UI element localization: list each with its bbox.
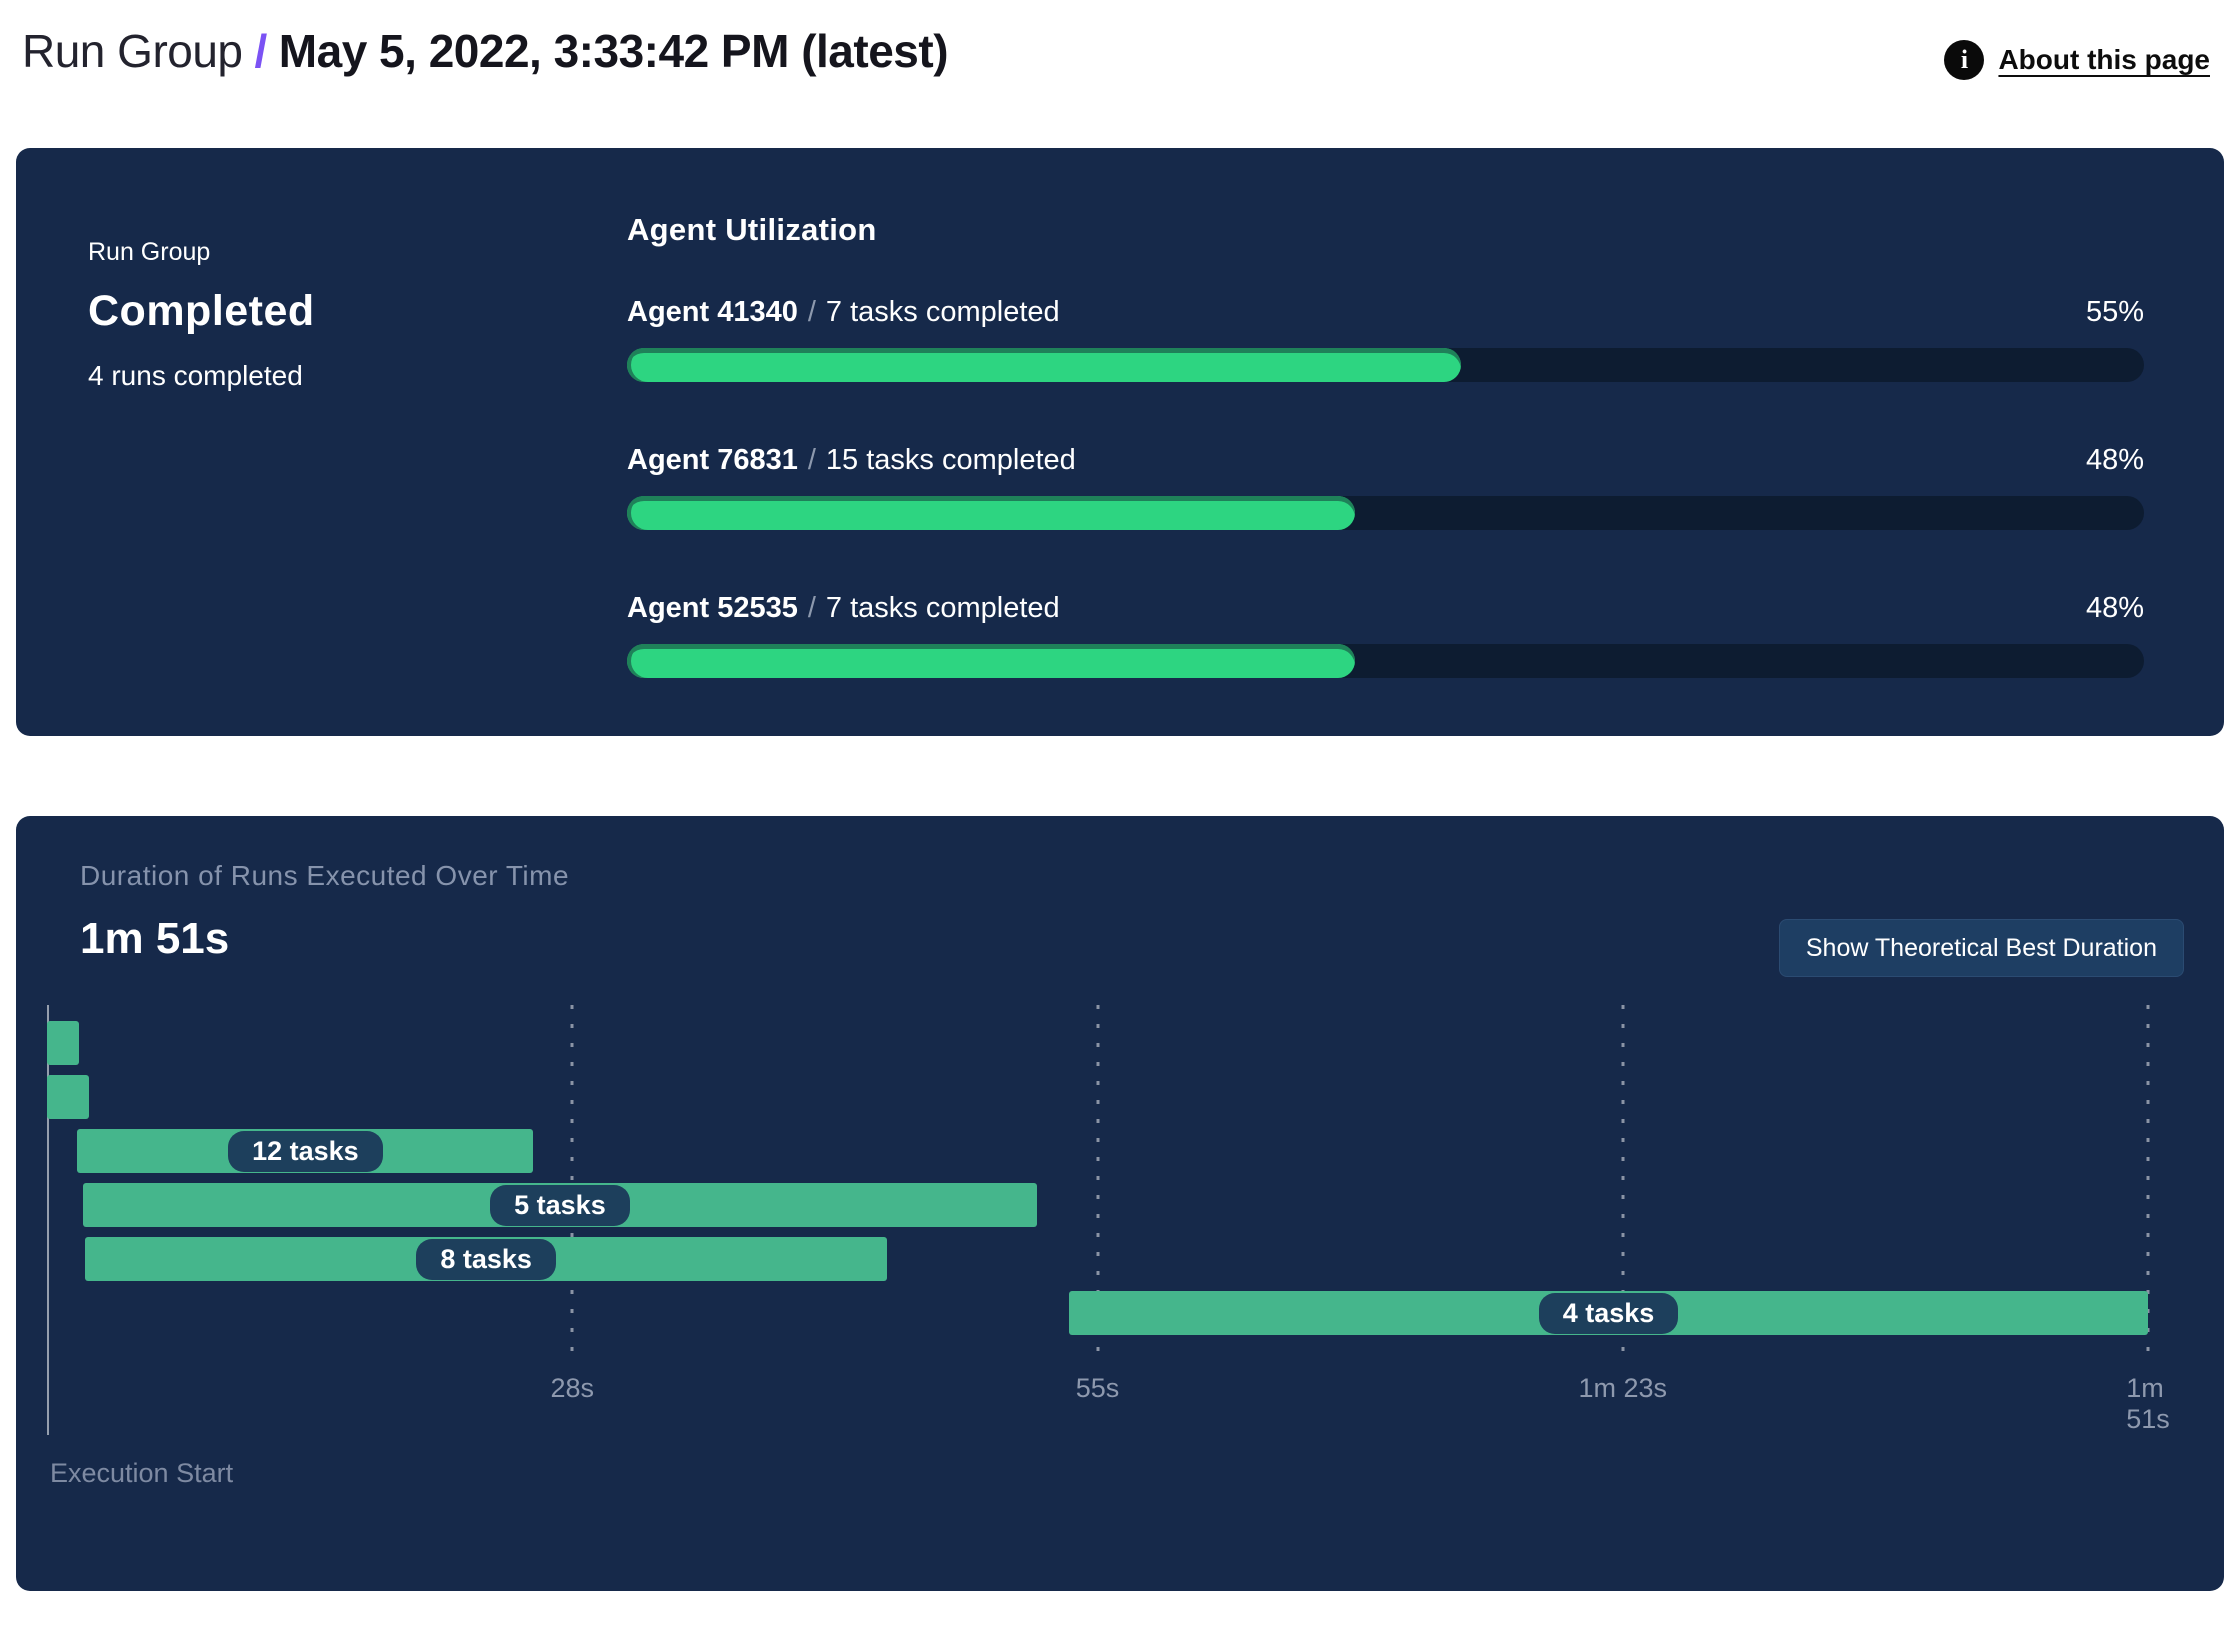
run-duration-bar[interactable]: 8 tasks <box>84 1237 888 1281</box>
run-duration-bar[interactable] <box>47 1075 89 1119</box>
agent-label-line: Agent 76831 / 15 tasks completed 48% <box>627 440 2144 480</box>
agent-utilization-row: Agent 76831 / 15 tasks completed 48% <box>627 440 2144 530</box>
run-duration-bar[interactable]: 4 tasks <box>1069 1291 2148 1335</box>
about-link-label: About this page <box>1998 44 2210 75</box>
run-duration-bar[interactable]: 12 tasks <box>77 1129 534 1173</box>
task-count-pill: 5 tasks <box>490 1184 630 1226</box>
agent-utilization-track <box>627 644 2144 678</box>
gantt-chart: 28s 55s 1m 23s 1m 51s 12 tasks 5 tasks 8 tasks… <box>47 1005 2170 1485</box>
agent-utilization-section: Agent Utilization Agent 41340 / 7 tasks co… <box>627 212 2144 736</box>
agent-label-line: Agent 52535 / 7 tasks completed 48% <box>627 588 2144 628</box>
page-header: Run Group / May 5, 2022, 3:33:42 PM (lates… <box>0 0 2240 148</box>
runs-completed-text: 4 runs completed <box>88 360 303 391</box>
agent-tasks-completed: 15 tasks completed <box>825 444 1076 476</box>
agent-utilization-track <box>627 496 2144 530</box>
total-duration-value: 1m 51s <box>80 914 230 963</box>
agent-tasks-completed: 7 tasks completed <box>825 592 1060 624</box>
run-group-status: Completed <box>88 287 315 335</box>
agent-name: Agent 41340 <box>627 296 798 328</box>
run-duration-bar[interactable]: 5 tasks <box>82 1183 1037 1227</box>
execution-start-label: Execution Start <box>50 1458 234 1488</box>
agent-separator: / <box>807 592 816 624</box>
gridline <box>1621 1005 1625 1357</box>
axis-tick-label: 55s <box>1075 1373 1120 1403</box>
agent-utilization-heading: Agent Utilization <box>627 212 877 247</box>
run-duration-bar[interactable] <box>47 1021 80 1065</box>
show-theoretical-best-duration-button[interactable]: Show Theoretical Best Duration <box>1778 919 2184 977</box>
execution-start-axis-line <box>47 1005 49 1435</box>
about-this-page-link[interactable]: i About this page <box>1944 40 2210 80</box>
run-group-status-column: Run Group Completed 4 runs completed <box>88 212 627 736</box>
agent-utilization-percent: 48% <box>2085 592 2144 624</box>
axis-tick-label: 1m 23s <box>1578 1373 1668 1403</box>
gridline <box>1096 1005 1099 1357</box>
agent-utilization-fill <box>627 496 1356 530</box>
agent-name: Agent 52535 <box>627 592 798 624</box>
agent-utilization-percent: 55% <box>2085 296 2144 328</box>
agent-tasks-completed: 7 tasks completed <box>825 296 1060 328</box>
axis-tick-label: 28s <box>550 1373 595 1403</box>
gridline <box>2146 1005 2150 1357</box>
task-count-pill: 4 tasks <box>1538 1292 1679 1334</box>
agent-utilization-fill <box>627 644 1356 678</box>
agent-utilization-percent: 48% <box>2085 444 2144 476</box>
page-title-date: May 5, 2022, 3:33:42 PM (latest) <box>278 25 949 77</box>
run-group-label: Run Group <box>88 238 211 266</box>
agent-label-line: Agent 41340 / 7 tasks completed 55% <box>627 292 2144 332</box>
agent-utilization-fill <box>627 348 1462 382</box>
agent-utilization-row: Agent 52535 / 7 tasks completed 48% <box>627 588 2144 678</box>
agent-separator: / <box>807 444 816 476</box>
agent-name: Agent 76831 <box>627 444 798 476</box>
gridline <box>570 1005 574 1357</box>
agent-utilization-track <box>627 348 2144 382</box>
agent-utilization-list: Agent 41340 / 7 tasks completed 55% Agent 76… <box>627 292 2144 678</box>
task-count-pill: 8 tasks <box>416 1238 556 1280</box>
duration-panel: Duration of Runs Executed Over Time 1m 5… <box>16 816 2224 1591</box>
run-group-summary-panel: Run Group Completed 4 runs completed Age… <box>16 148 2224 736</box>
agent-utilization-row: Agent 41340 / 7 tasks completed 55% <box>627 292 2144 382</box>
breadcrumb-run-group[interactable]: Run Group <box>22 25 243 77</box>
task-count-pill: 12 tasks <box>228 1130 383 1172</box>
duration-chart-title: Duration of Runs Executed Over Time <box>80 860 570 891</box>
agent-separator: / <box>807 296 816 328</box>
breadcrumb-separator: / <box>254 25 268 77</box>
page-title: Run Group / May 5, 2022, 3:33:42 PM (lates… <box>22 24 949 78</box>
axis-tick-label: 1m 51s <box>2126 1373 2170 1434</box>
info-icon: i <box>1944 40 1985 80</box>
